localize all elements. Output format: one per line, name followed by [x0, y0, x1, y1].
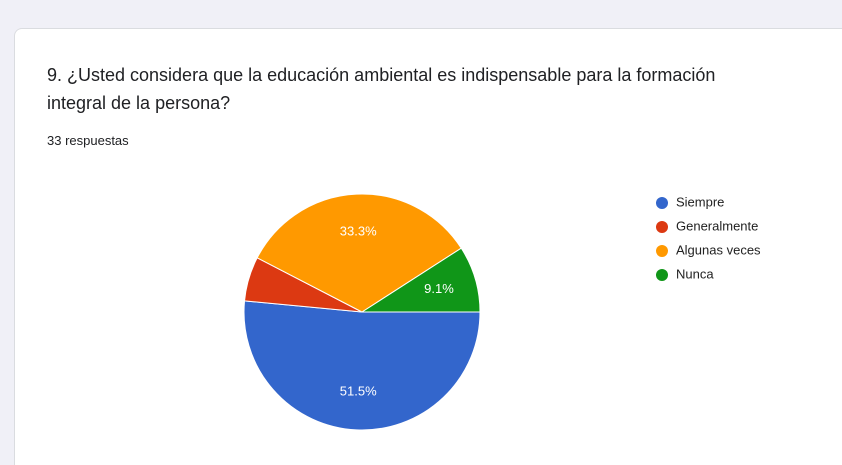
legend-label: Nunca: [676, 266, 714, 281]
slice-label: 33.3%: [340, 223, 377, 238]
legend-swatch: [656, 245, 668, 257]
pie-slice: [243, 300, 481, 431]
pie-slice: [360, 247, 481, 313]
legend-label: Generalmente: [676, 218, 758, 233]
response-count: 33 respuestas: [47, 133, 129, 148]
legend-label: Algunas veces: [676, 242, 761, 257]
slice-label: 9.1%: [424, 281, 454, 296]
legend-swatch: [656, 221, 668, 233]
question-title: 9. ¿Usted considera que la educación amb…: [47, 65, 716, 113]
legend-label: Siempre: [676, 194, 724, 209]
legend-swatch: [656, 197, 668, 209]
pie-slice: [256, 193, 462, 313]
slice-label: 51.5%: [340, 384, 377, 399]
legend-swatch: [656, 269, 668, 281]
